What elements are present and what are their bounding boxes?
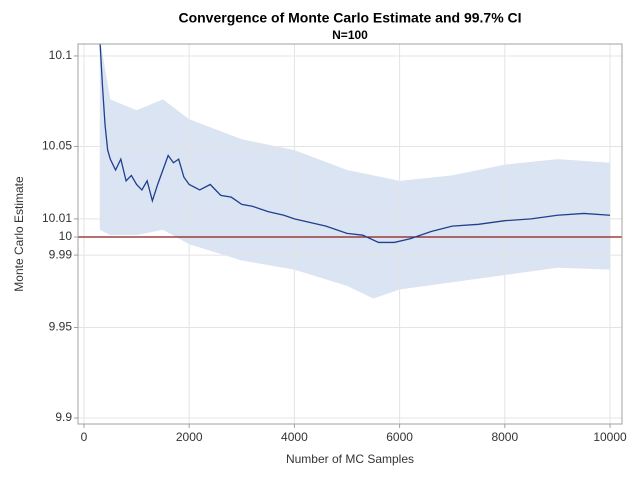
y-tick-label: 9.99	[49, 247, 73, 261]
y-tick-label: 10	[59, 229, 73, 243]
chart-title: Convergence of Monte Carlo Estimate and …	[178, 10, 521, 26]
chart-subtitle: N=100	[332, 28, 368, 42]
estimate-line	[99, 44, 611, 244]
x-tick-label: 0	[81, 430, 88, 444]
y-tick-label: 9.95	[49, 320, 73, 334]
x-tick-label: 6000	[386, 430, 413, 444]
y-axis-label: Monte Carlo Estimate	[12, 176, 26, 292]
x-tick-label: 8000	[491, 430, 518, 444]
y-tick-label: 10.01	[42, 211, 72, 225]
x-axis-label: Number of MC Samples	[286, 452, 414, 466]
x-tick-label: 4000	[281, 430, 308, 444]
x-tick-label: 2000	[176, 430, 203, 444]
x-tick-label: 10000	[593, 430, 627, 444]
plot-area	[78, 44, 622, 424]
confidence-band	[99, 44, 611, 299]
y-tick-label: 9.9	[55, 410, 72, 424]
y-tick-label: 10.1	[49, 48, 73, 62]
plot-frame	[77, 43, 623, 425]
y-tick-label: 10.05	[42, 139, 72, 153]
